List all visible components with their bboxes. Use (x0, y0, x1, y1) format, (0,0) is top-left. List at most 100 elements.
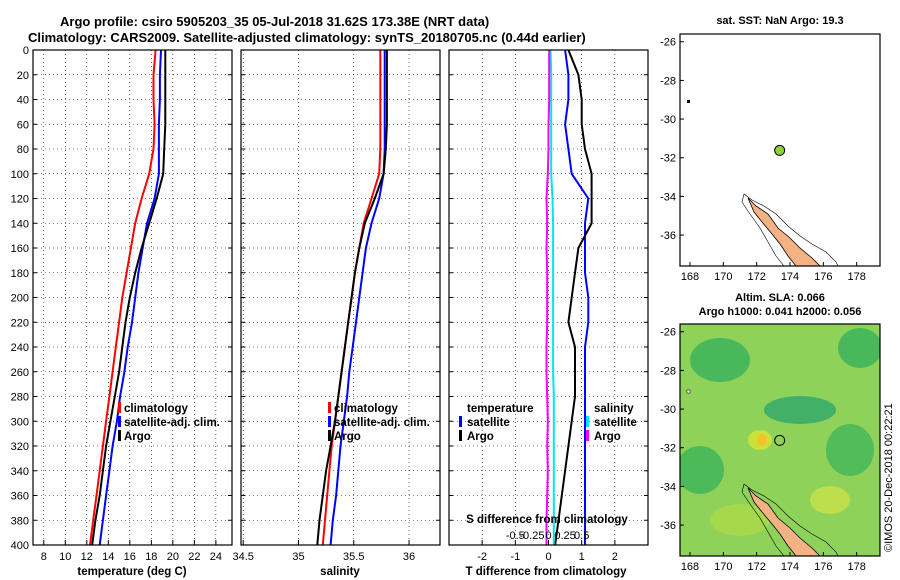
s-difference-tick-0.5: 0.5 (574, 530, 589, 542)
depth-tick-0: 0 (23, 45, 29, 57)
salinity-x-label: salinity (320, 566, 360, 578)
depth-tick-80: 80 (17, 144, 29, 156)
legend-satellite: satellite-adj. clim. (124, 417, 220, 429)
salinity-xtick-label-36: 36 (403, 551, 415, 563)
legend-s-argo: Argo (334, 431, 361, 443)
difference-series-t-satellite (564, 50, 590, 545)
sla-map: Altim. SLA: 0.066 Argo h1000: 0.041 h200… (660, 292, 881, 573)
sst-map: sat. SST: NaN Argo: 19.3 -26 -28 -30 -32 -34… (660, 15, 881, 283)
depth-tick-320: 320 (11, 441, 29, 453)
difference-series-s-satellite (549, 50, 555, 545)
sla-blob-8 (710, 504, 770, 536)
salinity-xtick-label-35: 35 (292, 551, 304, 563)
depth-tick-40: 40 (17, 95, 29, 107)
legend-argo-swatch (118, 430, 121, 441)
sla-blob-2 (838, 328, 880, 368)
temperature-x-label: temperature (deg C) (77, 566, 186, 578)
s-difference-tick-0.25: 0.25 (554, 530, 575, 542)
salinity-series-satellite-adj-clim- (329, 50, 386, 545)
temperature-grid (33, 49, 232, 546)
salinity-x-ticks: 34.5 35 35.5 36 (233, 540, 415, 563)
temperature-legend: climatology satellite-adj. clim. Argo (118, 402, 220, 443)
difference-xtick-label--1: -1 (510, 551, 520, 563)
map-lat-label--32: -32 (660, 443, 676, 455)
depth-tick-60: 60 (17, 119, 29, 131)
sst-map-island (687, 100, 690, 103)
salinity-legend: climatology satellite-adj. clim. Argo (328, 402, 430, 443)
map-lat-label--30: -30 (660, 404, 676, 416)
depth-tick-240: 240 (11, 342, 29, 354)
sla-blob-1 (690, 338, 750, 382)
s-difference-tick--0.25: -0.25 (519, 530, 544, 542)
depth-tick-280: 280 (11, 392, 29, 404)
legend-t-satellite: satellite (467, 417, 510, 429)
legend-s-satellite-swatch (328, 416, 331, 427)
sst-map-ticks: -26 -28 -30 -32 -34 -36 168 170 172 174 176 178 (660, 37, 866, 283)
map-lat-label--32: -32 (660, 153, 676, 165)
sla-map-island (686, 389, 691, 394)
map-lon-label-168: 168 (681, 271, 699, 283)
depth-tick-220: 220 (11, 317, 29, 329)
map-lat-label--26: -26 (660, 37, 676, 49)
legend-s-climatology-swatch (328, 402, 331, 413)
watermark: ©IMOS 20-Dec-2018 00:22:21 (883, 403, 895, 552)
map-lon-label-174: 174 (781, 271, 799, 283)
temperature-lines (89, 50, 167, 545)
s-difference-label: S difference from climatology (466, 514, 628, 526)
temperature-xtick-label-20: 20 (167, 551, 179, 563)
map-lon-label-172: 172 (747, 561, 765, 573)
map-lon-label-170: 170 (714, 561, 732, 573)
salinity-lines (316, 50, 388, 545)
sla-map-title: Altim. SLA: 0.066 (735, 292, 825, 304)
temperature-xtick-label-24: 24 (210, 551, 222, 563)
difference-series-s-argo (545, 50, 551, 545)
map-lon-label-174: 174 (781, 561, 799, 573)
sla-map-profile-marker (774, 434, 786, 446)
legend-t-argo-swatch (459, 430, 462, 441)
sst-map-frame (679, 33, 881, 267)
legend-argo: Argo (124, 431, 151, 443)
temperature-xtick-label-8: 8 (41, 551, 47, 563)
sst-map-profile-marker (774, 144, 786, 156)
map-lon-label-172: 172 (747, 271, 765, 283)
temperature-xtick-label-10: 10 (59, 551, 71, 563)
t-difference-label: T difference from climatology (465, 566, 627, 578)
difference-xtick-label-0: 0 (545, 551, 551, 563)
depth-tick-140: 140 (11, 218, 29, 230)
figure-title: Argo profile: csiro 5905203_35 05-Jul-20… (60, 14, 489, 29)
legend-sal-satellite: satellite (594, 417, 637, 429)
map-lon-label-176: 176 (814, 561, 832, 573)
map-lat-label--36: -36 (660, 520, 676, 532)
temperature-x-ticks: 8 10 12 14 16 18 20 22 24 (41, 540, 222, 563)
sla-map-land (747, 487, 821, 556)
salinity-panel: 34.5 35 35.5 36 salinity climatology satell… (233, 49, 441, 578)
sst-map-land (747, 197, 821, 266)
sst-map-content (687, 100, 839, 266)
sla-blob-9 (810, 486, 850, 514)
legend-salinity-title: salinity (594, 403, 634, 415)
temperature-panel: 8 10 12 14 16 18 20 22 24 0 20 40 60 80 100 120 140 160 1… (11, 45, 233, 578)
sla-blob-3 (764, 396, 836, 424)
temperature-frame (32, 49, 233, 546)
difference-xtick-label-1: 1 (579, 551, 585, 563)
sla-blob-7 (757, 434, 767, 446)
depth-tick-20: 20 (17, 70, 29, 82)
legend-s-climatology: climatology (334, 403, 399, 415)
legend-temperature-title: temperature (467, 403, 533, 415)
temperature-xtick-label-12: 12 (81, 551, 93, 563)
depth-tick-340: 340 (11, 466, 29, 478)
depth-tick-labels: 0 20 40 60 80 100 120 140 160 180 200 220 240 260 280 3… (11, 45, 29, 552)
depth-tick-400: 400 (11, 540, 29, 552)
s-difference-tick--0.5: -0.5 (506, 530, 525, 542)
difference-xtick-label-2: 2 (612, 551, 618, 563)
difference-legend-salinity: salinity satellite Argo (586, 403, 637, 443)
temperature-xtick-label-22: 22 (188, 551, 200, 563)
sst-map-contour (741, 193, 839, 266)
sla-map-contour (741, 483, 839, 556)
temperature-series-climatology (89, 50, 157, 545)
figure-subtitle: Climatology: CARS2009. Satellite-adjuste… (28, 30, 586, 45)
map-lat-label--30: -30 (660, 114, 676, 126)
sla-map-ticks: -26 -28 -30 -32 -34 -36 168 170 172 174 176 178 (660, 327, 866, 573)
depth-tick-360: 360 (11, 491, 29, 503)
map-lon-label-178: 178 (847, 271, 865, 283)
